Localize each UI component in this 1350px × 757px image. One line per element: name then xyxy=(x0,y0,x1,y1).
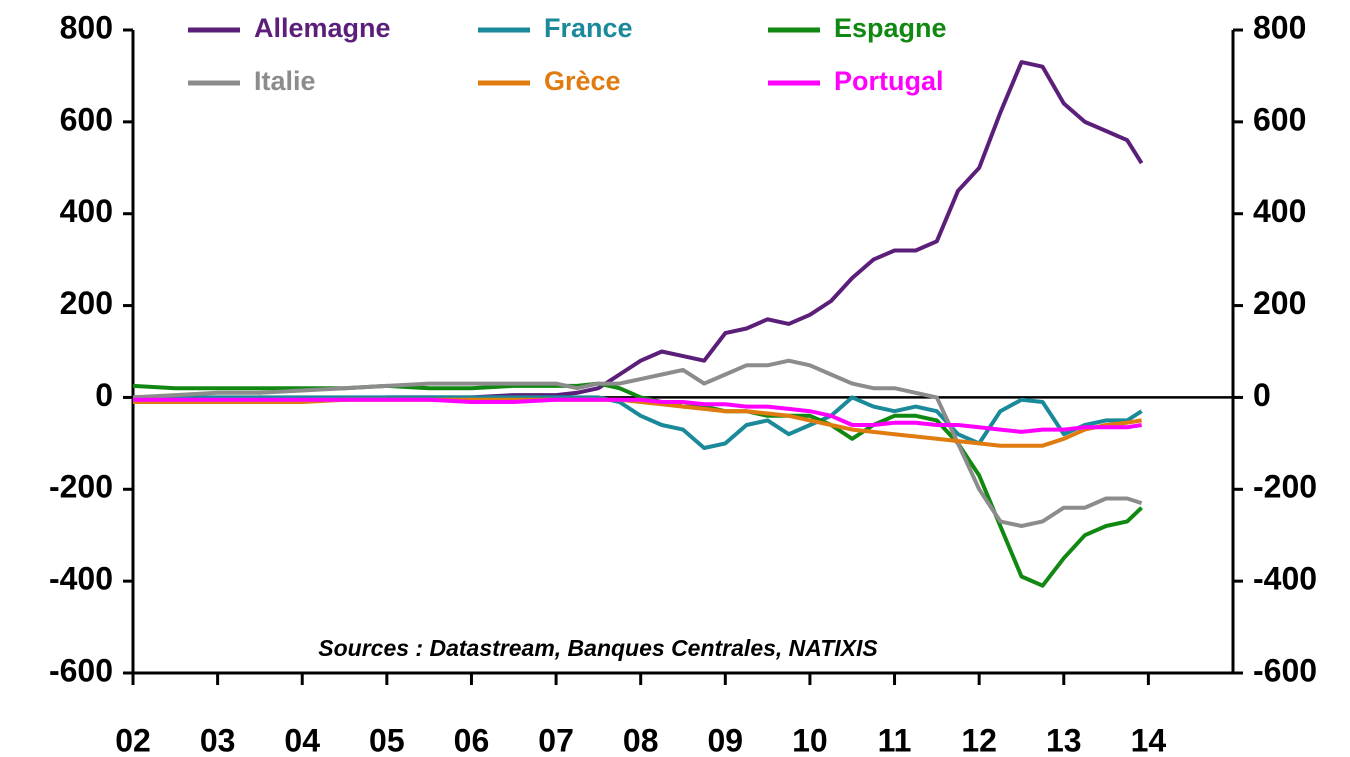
legend-label: Allemagne xyxy=(254,13,391,43)
x-tick-label: 10 xyxy=(792,722,828,757)
x-tick-label: 02 xyxy=(115,722,151,757)
y2-tick-label: 200 xyxy=(1253,285,1306,321)
y-tick-label: 200 xyxy=(60,285,113,321)
y-tick-label: 600 xyxy=(60,101,113,137)
series-line xyxy=(133,395,1143,450)
y-tick-label: 800 xyxy=(60,9,113,45)
y2-tick-label: -600 xyxy=(1253,652,1317,688)
y2-tick-label: -400 xyxy=(1253,561,1317,597)
y2-tick-label: 0 xyxy=(1253,377,1271,413)
series-line xyxy=(132,358,1143,528)
x-tick-label: 07 xyxy=(538,722,574,757)
series-line xyxy=(133,397,1142,434)
y2-tick-label: 800 xyxy=(1253,9,1306,45)
x-tick-label: 08 xyxy=(623,722,659,757)
legend-label: Grèce xyxy=(544,66,621,96)
y-tick-label: -600 xyxy=(49,652,113,688)
annotation: Sources : Datastream, Banques Centrales,… xyxy=(318,635,878,661)
legend-label: Espagne xyxy=(834,13,947,43)
x-tick-label: 06 xyxy=(454,722,490,757)
legend-label: France xyxy=(544,13,633,43)
y-tick-label: -200 xyxy=(49,469,113,505)
x-tick-label: 11 xyxy=(878,722,912,757)
series-line xyxy=(133,60,1144,402)
legend-label: Italie xyxy=(254,66,316,96)
y2-tick-label: 600 xyxy=(1253,101,1306,137)
x-tick-label: 05 xyxy=(369,722,405,757)
x-tick-label: 03 xyxy=(200,722,236,757)
series-line xyxy=(133,397,1142,448)
x-tick-label: 13 xyxy=(1046,722,1082,757)
x-tick-label: 12 xyxy=(961,722,997,757)
legend-label: Portugal xyxy=(834,66,944,96)
y2-tick-label: 400 xyxy=(1253,193,1306,229)
x-tick-label: 04 xyxy=(284,722,320,757)
y-tick-label: 400 xyxy=(60,193,113,229)
y-tick-label: 0 xyxy=(95,377,113,413)
y-tick-label: -400 xyxy=(49,561,113,597)
x-tick-label: 09 xyxy=(708,722,744,757)
y2-tick-label: -200 xyxy=(1253,469,1317,505)
x-tick-label: 14 xyxy=(1131,722,1167,757)
